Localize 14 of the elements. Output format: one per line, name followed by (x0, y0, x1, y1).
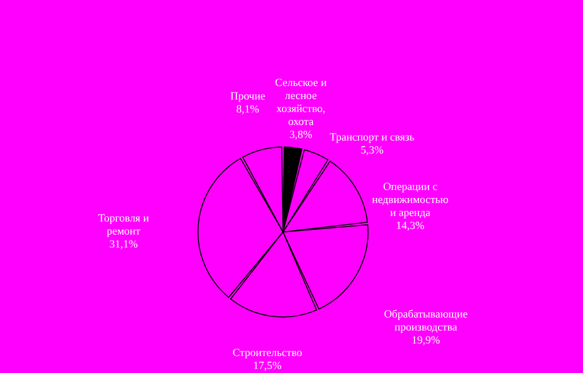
slice-label: Прочие (230, 90, 266, 103)
data-label: 14,3% (396, 220, 424, 232)
slice-label: Операции с недвижимостью и аренда (372, 180, 448, 219)
data-label: 8,1% (236, 104, 260, 116)
data-label: 5,3% (360, 144, 384, 156)
slice-label: Строительство (232, 346, 303, 359)
data-label: 3,8% (289, 129, 312, 142)
slice-label: Транспорт и связь (330, 131, 414, 144)
slice-label: Обрабатывающие производства (384, 308, 468, 334)
data-label: 17,5% (253, 360, 282, 372)
data-label: 19,9% (412, 334, 440, 347)
slice-label: Сельское и лесное хозяйство, охота (275, 77, 327, 128)
slice-label: Торговля и ремонт (98, 212, 150, 238)
data-label: 31,1% (109, 238, 138, 250)
